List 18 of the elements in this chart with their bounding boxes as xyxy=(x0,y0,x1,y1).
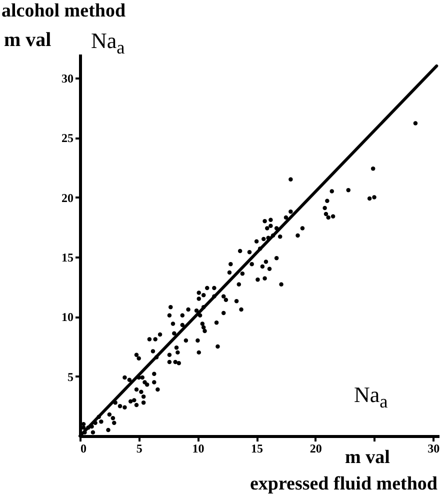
x-tick-label: 20 xyxy=(310,442,322,456)
text: m val xyxy=(345,447,390,468)
text: m val xyxy=(4,29,52,51)
annotation: Na$_{a}$ xyxy=(91,28,125,58)
x-tick-label: 5 xyxy=(136,442,142,456)
x-axis-title: expressed fluid method xyxy=(250,474,438,494)
x-tick-label: 15 xyxy=(251,442,264,456)
y-tick-label: 20 xyxy=(62,190,74,205)
annotation: Na$_{a}$ xyxy=(354,382,388,412)
y-tick-label: 30 xyxy=(62,71,74,86)
x-tick-label: 10 xyxy=(192,442,204,456)
y-tick-label: 15 xyxy=(62,250,74,264)
y-tick-label: 10 xyxy=(62,310,74,324)
y-tick-label: 25 xyxy=(62,131,74,146)
y-axis-title: alcohol method xyxy=(2,0,126,22)
x-tick-label: 0 xyxy=(80,442,86,456)
y-tick-label: 5 xyxy=(68,370,74,384)
x-tick-label: 30 xyxy=(428,442,440,456)
